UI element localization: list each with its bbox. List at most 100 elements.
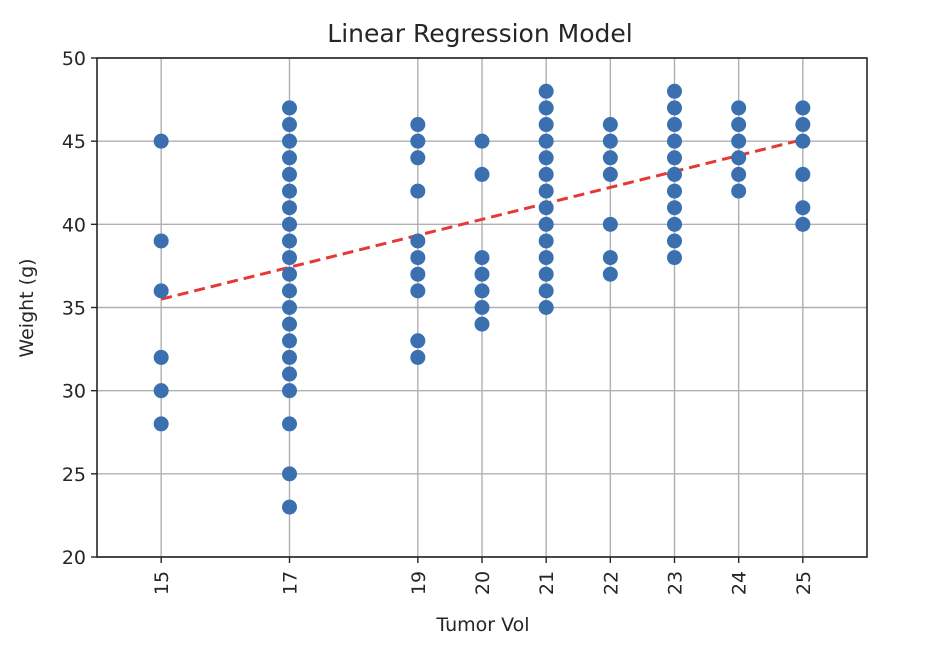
scatter-point xyxy=(282,416,297,432)
scatter-point xyxy=(474,133,490,149)
scatter-point xyxy=(795,216,811,232)
scatter-point xyxy=(731,133,747,149)
scatter-point xyxy=(282,233,297,249)
scatter-point xyxy=(602,266,618,282)
scatter-point xyxy=(538,283,554,299)
x-tick-label: 22 xyxy=(600,571,622,595)
y-tick-label: 35 xyxy=(62,298,86,320)
scatter-point xyxy=(153,383,169,399)
scatter-point xyxy=(282,283,297,299)
scatter-point xyxy=(410,133,426,149)
scatter-point xyxy=(282,366,297,382)
scatter-point xyxy=(153,349,169,365)
chart-title: Linear Regression Model xyxy=(327,19,632,48)
scatter-point xyxy=(602,133,618,149)
x-tick-label: 23 xyxy=(665,571,687,595)
scatter-point xyxy=(667,100,682,116)
scatter-point xyxy=(538,233,554,249)
scatter-point xyxy=(410,117,426,133)
scatter-point xyxy=(282,117,297,133)
scatter-point xyxy=(667,83,682,99)
scatter-point xyxy=(731,100,747,116)
x-tick-label: 20 xyxy=(472,571,494,595)
x-tick-label: 15 xyxy=(151,571,173,595)
y-tick-label: 40 xyxy=(62,214,86,236)
scatter-point xyxy=(667,216,682,232)
scatter-point xyxy=(538,183,554,199)
scatter-point xyxy=(538,300,554,315)
scatter-point xyxy=(410,349,426,365)
scatter-point xyxy=(474,300,490,315)
scatter-point xyxy=(410,283,426,299)
scatter-point xyxy=(538,166,554,182)
scatter-point xyxy=(731,166,747,182)
scatter-point xyxy=(282,300,297,315)
scatter-point xyxy=(282,349,297,365)
scatter-point xyxy=(474,166,490,182)
y-axis-label: Weight (g) xyxy=(16,258,38,357)
scatter-point xyxy=(667,183,682,199)
scatter-point xyxy=(538,133,554,149)
scatter-point xyxy=(474,250,490,266)
scatter-point xyxy=(731,183,747,199)
scatter-point xyxy=(410,233,426,249)
scatter-point xyxy=(153,133,169,149)
scatter-point xyxy=(282,250,297,266)
scatter-point xyxy=(538,200,554,216)
y-axis-ticks: 20 25 30 35 40 45 50 xyxy=(62,48,97,569)
scatter-point xyxy=(410,266,426,282)
scatter-point xyxy=(667,250,682,266)
scatter-point xyxy=(538,216,554,232)
scatter-point xyxy=(602,216,618,232)
y-tick-label: 45 xyxy=(62,131,86,153)
scatter-point xyxy=(282,133,297,149)
scatter-point xyxy=(667,117,682,133)
scatter-point xyxy=(602,150,618,166)
scatter-point xyxy=(282,499,297,515)
scatter-point xyxy=(795,117,811,133)
scatter-point xyxy=(410,183,426,199)
scatter-point xyxy=(282,266,297,282)
scatter-point xyxy=(474,283,490,299)
scatter-point xyxy=(410,250,426,266)
scatter-point xyxy=(795,133,811,149)
scatter-point xyxy=(282,150,297,166)
scatter-point xyxy=(282,166,297,182)
y-tick-label: 50 xyxy=(62,48,86,70)
scatter-point xyxy=(282,183,297,199)
scatter-point xyxy=(282,383,297,399)
scatter-point xyxy=(410,333,426,349)
x-tick-label: 17 xyxy=(280,571,302,595)
scatter-point xyxy=(474,266,490,282)
scatter-point xyxy=(667,133,682,149)
y-tick-label: 25 xyxy=(62,464,86,486)
scatter-point xyxy=(538,83,554,99)
scatter-point xyxy=(282,200,297,216)
scatter-point xyxy=(282,333,297,349)
regression-line xyxy=(160,138,804,301)
scatter-point xyxy=(153,233,169,249)
scatter-point xyxy=(667,166,682,182)
x-tick-label: 21 xyxy=(536,571,558,595)
scatter-point xyxy=(153,416,169,432)
x-tick-label: 24 xyxy=(729,571,751,595)
scatter-point xyxy=(538,117,554,133)
scatter-point xyxy=(282,100,297,116)
scatter-point xyxy=(667,200,682,216)
x-axis-ticks: 15 17 19 20 21 22 23 24 25 xyxy=(151,557,815,595)
scatter-point xyxy=(410,150,426,166)
scatter-point xyxy=(538,250,554,266)
scatter-point xyxy=(795,166,811,182)
scatter-point xyxy=(795,100,811,116)
regression-line-group xyxy=(160,138,804,301)
scatter-point xyxy=(602,250,618,266)
scatter-point xyxy=(731,117,747,133)
y-tick-label: 20 xyxy=(62,547,86,569)
scatter-point xyxy=(474,316,490,332)
scatter-point xyxy=(731,150,747,166)
scatter-point xyxy=(282,316,297,332)
scatter-point xyxy=(538,100,554,116)
scatter-point xyxy=(538,266,554,282)
